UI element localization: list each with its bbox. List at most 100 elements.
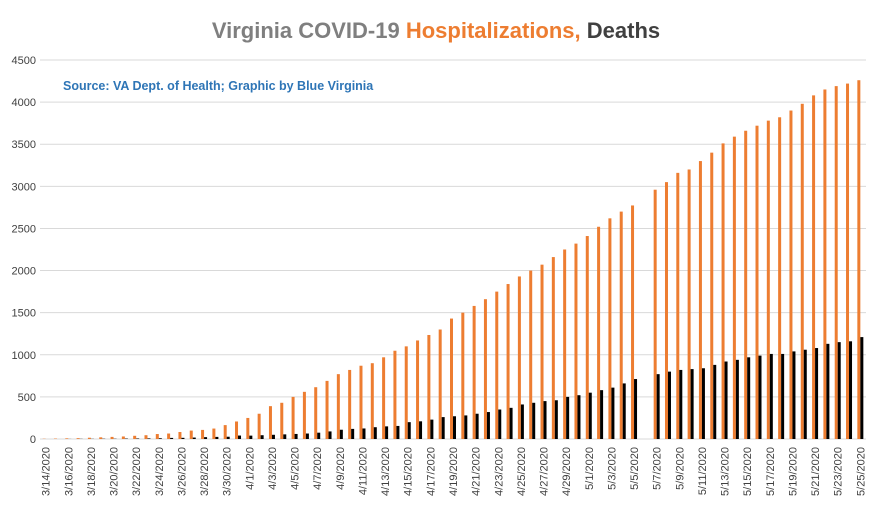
- bar: [766, 120, 770, 439]
- bar: [566, 396, 570, 439]
- bar: [404, 346, 408, 439]
- x-tick-label: 3/16/2020: [63, 447, 75, 496]
- x-tick-label: 3/28/2020: [199, 447, 211, 496]
- bar: [475, 413, 479, 439]
- bar: [664, 182, 668, 439]
- bar: [212, 428, 216, 439]
- bar: [226, 436, 230, 439]
- bar: [359, 365, 363, 439]
- bar: [540, 264, 544, 439]
- bar: [849, 341, 853, 439]
- x-tick-label: 3/30/2020: [222, 447, 234, 496]
- x-tick-label: 5/5/2020: [629, 447, 641, 490]
- x-tick-label: 5/19/2020: [787, 447, 799, 496]
- bar: [619, 211, 623, 439]
- bar: [656, 374, 660, 439]
- x-tick-label: 4/7/2020: [312, 447, 324, 490]
- bar: [110, 436, 114, 439]
- x-tick-label: 5/3/2020: [606, 447, 618, 490]
- x-tick-label: 3/24/2020: [154, 447, 166, 496]
- x-tick-label: 4/19/2020: [448, 447, 460, 496]
- bar: [351, 428, 355, 439]
- bar: [260, 435, 264, 439]
- bar: [181, 437, 185, 439]
- x-tick-label: 3/18/2020: [86, 447, 98, 496]
- bar: [280, 402, 284, 439]
- bar: [634, 379, 638, 439]
- bar: [65, 438, 69, 439]
- bar: [189, 430, 193, 439]
- bar: [438, 329, 442, 439]
- x-tick-label: 5/11/2020: [697, 447, 709, 495]
- bar: [268, 406, 272, 439]
- bar: [76, 438, 80, 439]
- bar: [339, 429, 343, 439]
- y-tick-label: 4000: [12, 97, 36, 109]
- bar: [215, 436, 219, 439]
- bar: [667, 371, 671, 439]
- x-tick-label: 4/27/2020: [539, 447, 551, 496]
- bar: [676, 172, 680, 439]
- bar: [520, 404, 524, 439]
- y-tick-label: 500: [18, 392, 36, 404]
- bar: [271, 434, 275, 439]
- y-tick-label: 3000: [12, 181, 36, 193]
- bar: [800, 103, 804, 439]
- bar: [588, 392, 592, 439]
- x-tick-label: 5/25/2020: [855, 447, 867, 496]
- y-tick-label: 4500: [12, 55, 36, 67]
- x-tick-label: 4/9/2020: [335, 447, 347, 490]
- bar: [698, 161, 702, 440]
- bar: [532, 402, 536, 439]
- bar: [690, 369, 694, 439]
- bar: [370, 363, 374, 439]
- bar: [597, 226, 601, 439]
- bar: [235, 421, 239, 439]
- bar: [385, 426, 389, 439]
- bar: [769, 353, 773, 439]
- bar: [778, 117, 782, 439]
- chart-title: Virginia COVID-19 Hospitalizations, Deat…: [212, 18, 660, 43]
- bar: [713, 364, 717, 439]
- x-tick-label: 5/13/2020: [720, 447, 732, 496]
- bar: [687, 169, 691, 439]
- x-tick-label: 4/5/2020: [290, 447, 302, 490]
- x-tick-label: 3/14/2020: [41, 447, 53, 496]
- bar: [382, 357, 386, 439]
- bar: [416, 340, 420, 439]
- title-series: Hospitalizations,: [406, 18, 581, 43]
- bar: [450, 318, 453, 439]
- bar: [529, 270, 533, 439]
- bar: [600, 390, 604, 439]
- bar: [506, 284, 510, 439]
- bar: [577, 395, 581, 439]
- bar: [846, 83, 850, 440]
- bar: [158, 438, 162, 439]
- bar: [170, 437, 174, 439]
- x-tick-label: 4/23/2020: [493, 447, 505, 496]
- bar: [317, 432, 321, 439]
- bar: [608, 218, 612, 439]
- bar: [815, 348, 819, 439]
- bar: [631, 205, 635, 439]
- bar: [781, 353, 785, 439]
- bar: [622, 383, 626, 439]
- bar: [701, 368, 705, 439]
- title-text: Virginia COVID-19: [212, 18, 400, 43]
- annotation: Source: VA Dept. of Health; Graphic by B…: [63, 79, 374, 93]
- bar: [498, 409, 502, 439]
- x-tick-label: 5/9/2020: [674, 447, 686, 490]
- bar: [283, 434, 287, 439]
- bar: [563, 249, 567, 439]
- bar: [87, 437, 91, 439]
- y-tick-label: 0: [30, 434, 36, 446]
- bar: [407, 422, 411, 439]
- bar: [747, 357, 751, 439]
- bar: [336, 374, 340, 439]
- bar: [464, 415, 468, 439]
- y-tick-label: 2000: [12, 266, 36, 278]
- bar: [238, 435, 242, 439]
- bar: [554, 400, 558, 439]
- bar: [472, 305, 476, 439]
